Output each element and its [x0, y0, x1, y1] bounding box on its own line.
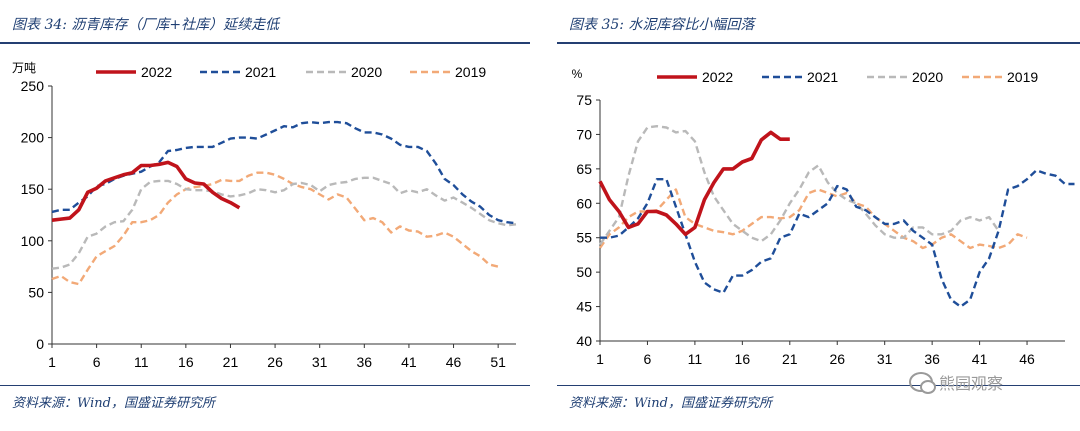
series-line-2019	[51, 171, 499, 286]
y-tick-label: 50	[576, 264, 592, 280]
y-tick-label: 45	[576, 299, 592, 315]
legend-label-2021: 2021	[245, 64, 276, 80]
x-tick-label: 16	[735, 351, 751, 367]
x-tick-label: 21	[223, 354, 239, 370]
y-tick-label: 40	[576, 333, 592, 349]
legend-label-2020: 2020	[351, 64, 382, 80]
y-tick-label: 0	[36, 336, 44, 352]
legend-label-2020: 2020	[912, 69, 943, 85]
x-tick-label: 26	[829, 351, 845, 367]
x-tick-label: 46	[446, 354, 462, 370]
x-tick-label: 31	[877, 351, 893, 367]
legend-label-2019: 2019	[455, 64, 486, 80]
y-tick-label: 50	[28, 284, 44, 300]
x-tick-label: 1	[596, 351, 604, 367]
legend-label-2022: 2022	[702, 69, 733, 85]
source-divider	[557, 385, 1080, 386]
y-tick-label: 200	[21, 130, 45, 146]
source-divider	[0, 385, 530, 386]
series-line-2020	[599, 124, 1000, 246]
chart-title: 图表 35: 水泥库容比小幅回落	[569, 17, 755, 33]
y-tick-label: 70	[576, 126, 592, 142]
series-line-2021	[51, 120, 517, 225]
y-tick-label: 150	[21, 181, 45, 197]
watermark: 熊园观察	[909, 370, 1003, 394]
source-note: 资料来源：Wind，国盛证券研究所	[12, 396, 215, 411]
x-tick-label: 41	[972, 351, 988, 367]
y-tick-label: 100	[21, 233, 45, 249]
x-tick-label: 21	[782, 351, 798, 367]
legend-label-2022: 2022	[141, 64, 172, 80]
wechat-icon	[909, 372, 936, 394]
series-line-2021	[600, 168, 1075, 308]
x-tick-label: 11	[134, 354, 149, 370]
x-tick-label: 36	[924, 351, 940, 367]
x-tick-label: 16	[178, 354, 194, 370]
x-tick-label: 36	[357, 354, 373, 370]
legend-label-2021: 2021	[807, 69, 838, 85]
x-tick-label: 41	[401, 354, 417, 370]
x-tick-label: 6	[644, 351, 652, 367]
panel-cement-capacity-ratio: 图表 35: 水泥库容比小幅回落 40 45 50 55 60 65 70 75 1 6 11 16 2…	[557, 0, 1080, 431]
x-tick-label: 26	[267, 354, 283, 370]
series-line-2020	[51, 176, 517, 270]
title-divider	[557, 42, 1080, 44]
y-axis-unit: %	[572, 67, 583, 81]
legend-label-2019: 2019	[1007, 69, 1038, 85]
x-tick-label: 6	[93, 354, 101, 370]
panel-asphalt-inventory: 图表 34: 沥青库存（厂库+社库）延续走低 0 50 100 150 200 250 1 6…	[0, 0, 530, 431]
watermark-text: 熊园观察	[939, 374, 1004, 393]
y-tick-label: 60	[576, 195, 592, 211]
source-note: 资料来源：Wind，国盛证券研究所	[569, 396, 772, 411]
chart-title: 图表 34: 沥青库存（厂库+社库）延续走低	[12, 17, 280, 33]
x-tick-label: 51	[490, 354, 506, 370]
y-axis-unit: 万吨	[12, 61, 36, 75]
y-tick-label: 65	[576, 161, 592, 177]
y-tick-label: 75	[576, 92, 592, 108]
y-tick-label: 250	[21, 78, 45, 94]
x-tick-label: 1	[48, 354, 56, 370]
series-line-2019	[599, 188, 1028, 250]
series-line-2022	[598, 130, 790, 237]
series-line-2022	[51, 160, 241, 222]
x-tick-label: 46	[1019, 351, 1035, 367]
y-tick-label: 55	[576, 230, 592, 246]
x-tick-label: 31	[312, 354, 328, 370]
title-divider	[0, 42, 530, 44]
x-tick-label: 11	[688, 351, 703, 367]
